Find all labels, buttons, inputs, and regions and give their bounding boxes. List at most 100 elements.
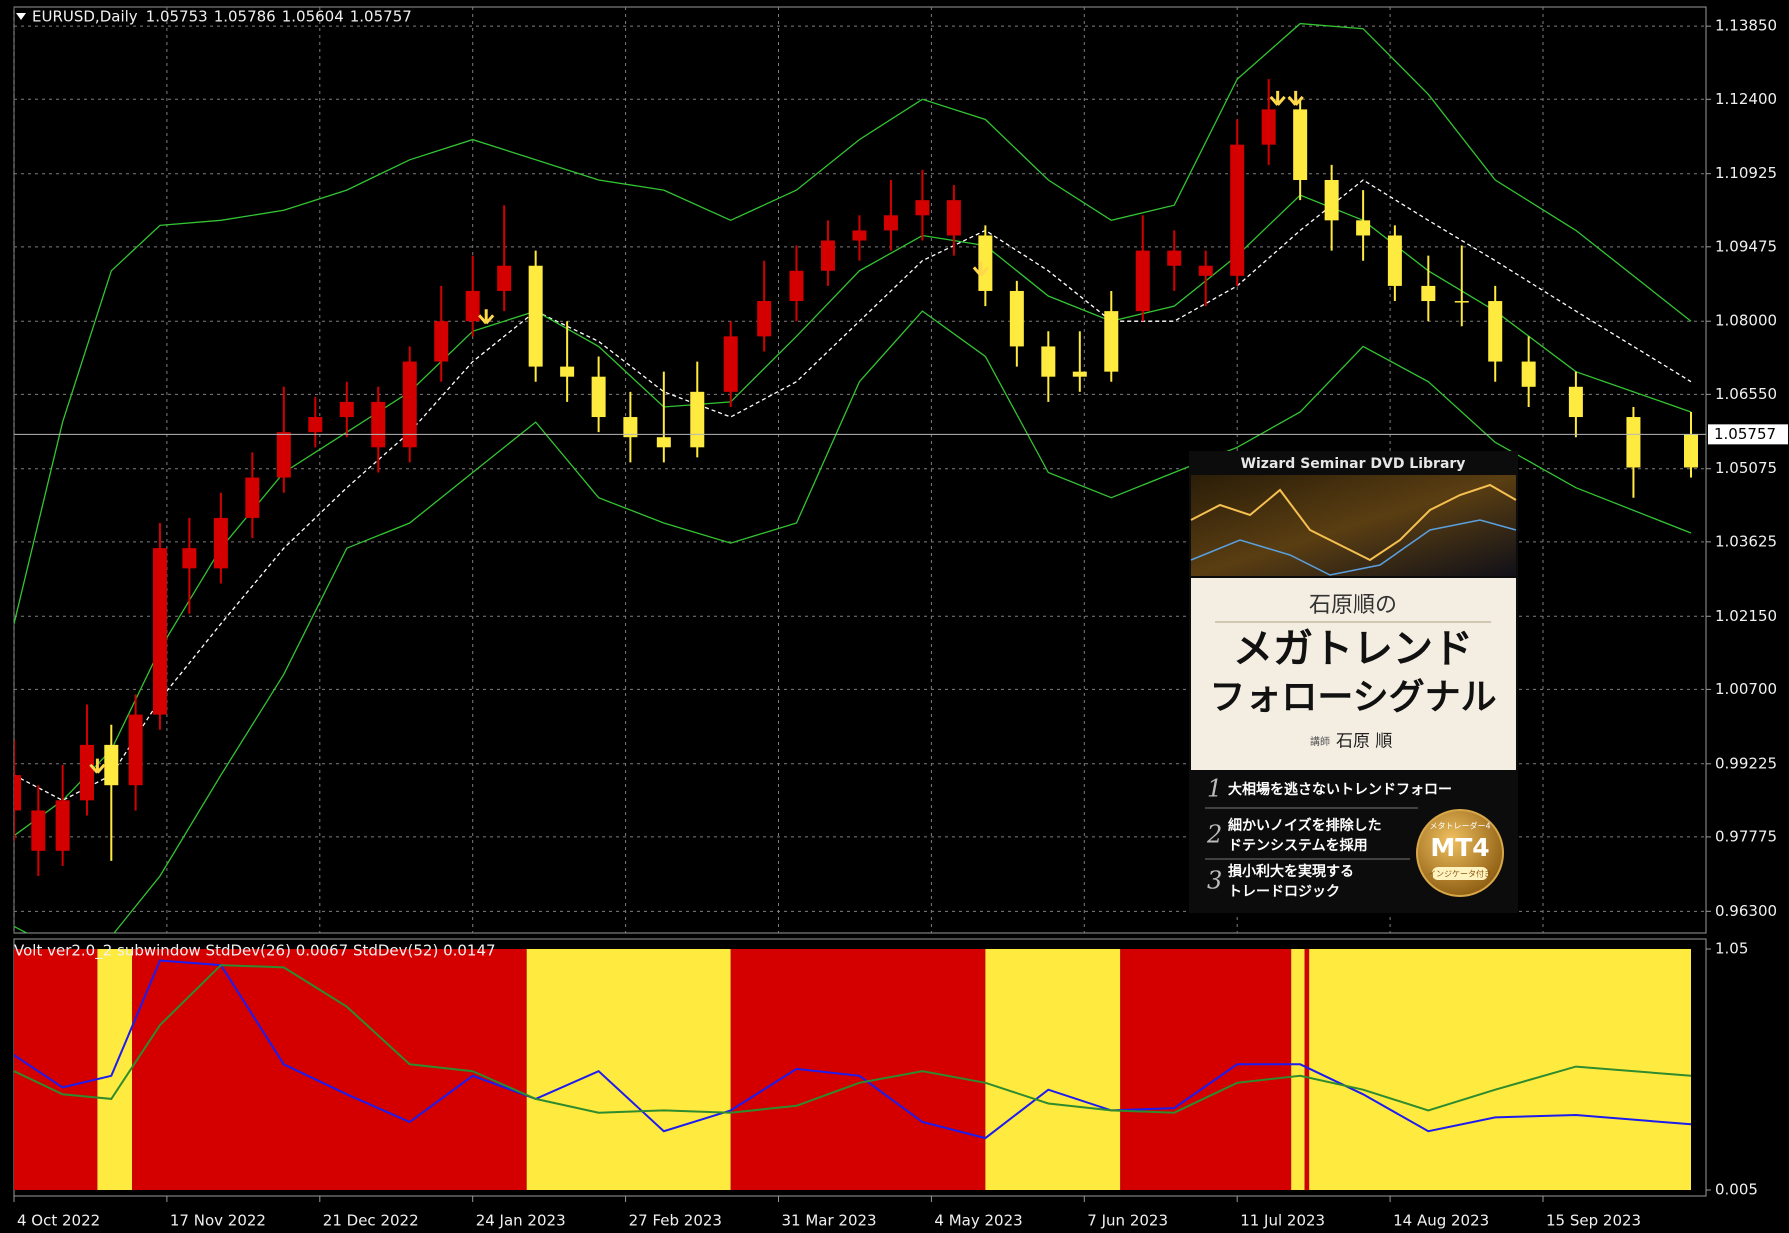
ad-badge-main: MT4 — [1430, 833, 1489, 862]
ohlc-value: 1.05753 — [146, 8, 208, 26]
candle-body — [1626, 417, 1641, 468]
candle-body — [339, 401, 354, 418]
signal-arrow — [972, 261, 989, 277]
bands — [14, 22, 1692, 933]
band — [14, 194, 1692, 837]
candle-body — [14, 775, 21, 811]
signal-arrow — [1287, 90, 1304, 106]
ad-badge-pill — [1432, 867, 1488, 880]
ad-title: メガトレンド — [1233, 625, 1473, 672]
regime — [730, 949, 986, 1190]
y-tick-label: 1.10925 — [1715, 164, 1777, 182]
ohlc-value: 1.05604 — [282, 8, 344, 26]
y-tick-label: 1.03625 — [1715, 532, 1777, 550]
candle-body — [79, 744, 94, 801]
ad-title-small: 石原順の — [1309, 593, 1397, 618]
x-tick-label: 4 May 2023 — [934, 1212, 1022, 1230]
regime — [1304, 949, 1310, 1190]
regime — [1291, 949, 1305, 1190]
middle-band — [14, 179, 1692, 802]
regime — [14, 949, 98, 1190]
regime — [985, 949, 1121, 1190]
candle-body — [245, 477, 260, 518]
x-tick-label: 31 Mar 2023 — [782, 1212, 877, 1230]
candle-body — [182, 548, 197, 569]
band — [14, 22, 1692, 624]
ad-point: 大相場を逃さないトレンドフォロー — [1228, 781, 1452, 798]
x-tick-label: 21 Dec 2022 — [323, 1212, 419, 1230]
ad-lecturer-label: 講師 — [1310, 735, 1330, 748]
candle-body — [402, 361, 417, 448]
indicator-title: Volt ver2.0_2 subwindow StdDev(26) 0.006… — [14, 942, 496, 961]
candle-body — [623, 417, 638, 438]
x-tick-label: 24 Jan 2023 — [476, 1212, 566, 1230]
ad-banner: Wizard Seminar DVD Library — [1241, 456, 1466, 472]
ad-badge-bottom: インジケータ付き — [1428, 869, 1492, 879]
candle-body — [560, 366, 575, 377]
regime — [526, 949, 731, 1190]
ad-lecturer: 石原 順 — [1336, 732, 1392, 752]
candle-body — [820, 240, 835, 271]
y-tick-label: 1.13850 — [1715, 17, 1777, 35]
candles — [14, 79, 1706, 877]
y-tick-label: 0.99225 — [1715, 754, 1777, 772]
candle-body — [946, 200, 961, 236]
candle-body — [1261, 109, 1276, 145]
indicator-line — [14, 964, 1692, 1114]
candle-body — [1421, 285, 1436, 302]
candle-body — [789, 270, 804, 302]
chart-title: EURUSD,Daily — [32, 8, 138, 26]
candle-body — [723, 336, 738, 392]
candle-body — [1454, 301, 1469, 303]
y-tick-label: 1.00700 — [1715, 680, 1777, 698]
candle-body — [1387, 235, 1402, 286]
candle-body — [1324, 179, 1339, 221]
x-tick-label: 15 Sep 2023 — [1546, 1212, 1641, 1230]
x-tick-label: 4 Oct 2022 — [17, 1212, 100, 1230]
candle-body — [1356, 220, 1371, 236]
x-tick-label: 27 Feb 2023 — [629, 1212, 722, 1230]
candle-body — [1104, 311, 1119, 372]
ad-point: ドテンシステムを採用 — [1228, 837, 1368, 854]
candle-body — [1293, 109, 1308, 180]
candle-body — [852, 230, 867, 241]
y-tick-label: 0.97775 — [1715, 827, 1777, 845]
ad-badge-top: メタトレーダー4 — [1429, 821, 1490, 831]
current-price-box — [1708, 424, 1788, 445]
signal-arrow — [89, 758, 106, 774]
candle-body — [915, 200, 930, 216]
candle-body — [1230, 144, 1245, 276]
indicator — [14, 949, 1692, 1190]
signal-arrow — [1269, 90, 1286, 106]
current-price-label: 1.05757 — [1714, 425, 1776, 443]
candle-body — [978, 235, 993, 291]
y-tick-label: 1.02150 — [1715, 607, 1777, 625]
ad-point: 損小利大を実現する — [1228, 863, 1354, 880]
ohlc-value: 1.05786 — [214, 8, 276, 26]
candle-body — [1521, 361, 1536, 387]
ad-cream — [1191, 578, 1516, 770]
candle-body — [1041, 346, 1056, 377]
regime — [1309, 949, 1691, 1190]
candle-body — [656, 437, 671, 448]
candle-body — [1568, 386, 1583, 418]
x-tick-label: 14 Aug 2023 — [1393, 1212, 1489, 1230]
ad-title: フォローシグナル — [1209, 676, 1496, 718]
ad-point-number: 1 — [1207, 775, 1222, 803]
candle-body — [465, 290, 480, 322]
candle-body — [690, 391, 705, 448]
candle-body — [591, 376, 606, 418]
axes: 1.13850 1.12400 1.10925 1.09475 1.08000 1.065… — [13, 8, 1788, 1230]
candle-body — [528, 265, 543, 367]
ad-point-number: 2 — [1206, 821, 1222, 849]
candle-body — [757, 301, 772, 337]
candle-body — [883, 215, 898, 231]
regime — [1120, 949, 1292, 1190]
x-tick-label: 17 Nov 2022 — [170, 1212, 266, 1230]
signal-arrow — [478, 309, 495, 325]
candle-body — [31, 810, 46, 851]
y-tick-label: 1.09475 — [1715, 237, 1777, 255]
candle-body — [434, 321, 449, 362]
